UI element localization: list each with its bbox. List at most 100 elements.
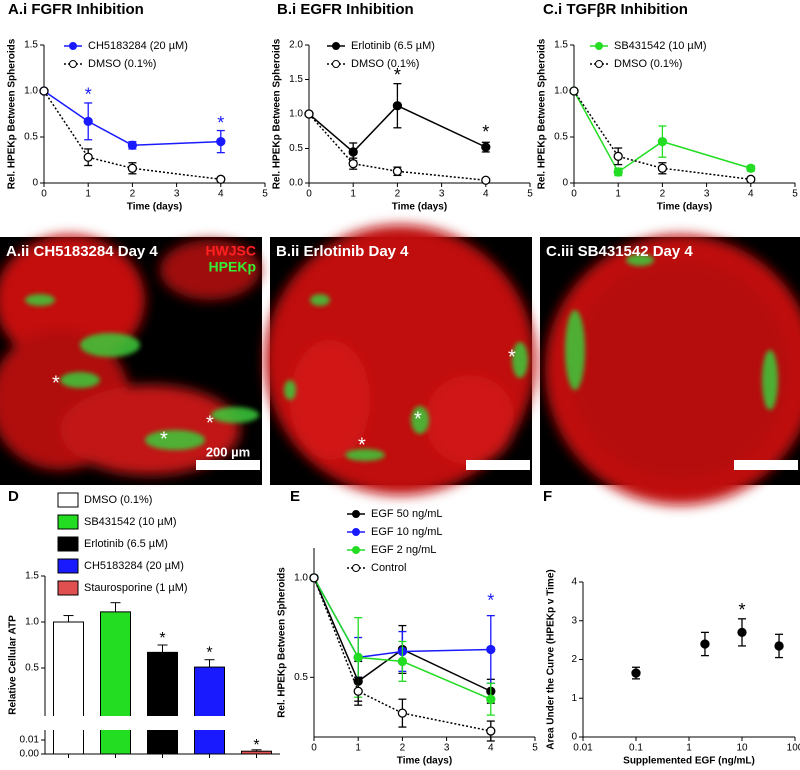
x-tick-label: 2	[130, 189, 136, 200]
bar	[147, 651, 178, 755]
data-point	[127, 163, 138, 173]
y-tick-label: 1.0	[25, 617, 39, 628]
legend-swatch	[57, 558, 79, 574]
y-tick-label: 4	[571, 577, 577, 588]
micrograph-c: C.iii SB431542 Day 4	[540, 235, 800, 505]
data-point	[737, 627, 747, 638]
x-tick-label: 1	[615, 189, 621, 200]
x-axis-label: Time (days)	[657, 202, 712, 213]
y-tick-label: 0.5	[554, 132, 568, 143]
x-tick-label: 4	[748, 189, 754, 200]
data-point	[486, 726, 496, 736]
x-axis-label: Time (days)	[397, 756, 452, 767]
y-tick-label: 1.5	[24, 40, 38, 51]
x-tick-label: 10	[736, 743, 748, 754]
data-point	[746, 163, 756, 173]
y-tick-label: 1.0	[294, 572, 308, 583]
image-label: C.iii SB431542 Day 4	[546, 243, 693, 260]
x-tick-label: 4	[218, 189, 224, 200]
chart-title: F	[543, 488, 552, 505]
data-point	[700, 639, 710, 649]
legend-label: EGF 10 ng/mL	[371, 526, 443, 538]
y-axis-label: Relative Cellular ATP	[8, 615, 19, 715]
data-point	[83, 152, 93, 162]
annotation: *	[159, 630, 165, 647]
x-tick-label: 1	[355, 743, 361, 754]
legend-label: SB431542 (10 µM)	[84, 516, 177, 528]
bar	[194, 666, 225, 755]
series-line	[43, 90, 221, 181]
x-tick-label: 4	[483, 189, 489, 200]
legend-label: Control	[371, 562, 406, 574]
data-point	[486, 694, 496, 704]
y-tick-label: 1.0	[24, 86, 38, 97]
x-tick-label: 2	[660, 189, 666, 200]
y-tick-label: 1.5	[25, 571, 39, 582]
data-point	[657, 136, 668, 147]
x-tick-label: 5	[792, 189, 798, 200]
legend-marker	[352, 564, 360, 572]
image-label: B.ii Erlotinib Day 4	[276, 243, 409, 260]
micrograph-b: B.ii Erlotinib Day 4 * * *	[265, 225, 535, 495]
legend-marker	[332, 42, 340, 50]
data-point	[569, 86, 579, 96]
data-point	[309, 573, 319, 583]
annotation: *	[217, 113, 224, 133]
legend-label: Erlotinib (6.5 µM)	[351, 40, 435, 52]
data-point	[304, 109, 314, 119]
y-tick-label: 0.5	[24, 132, 38, 143]
legend-marker	[595, 42, 603, 50]
scale-bar	[734, 460, 798, 470]
series-line	[313, 577, 492, 692]
x-tick-label: 1	[350, 189, 356, 200]
scale-label: 200 µm	[206, 444, 250, 459]
legend-marker	[352, 546, 360, 554]
marker: *	[52, 372, 60, 394]
data-point	[613, 151, 623, 161]
scale-bar	[466, 460, 530, 470]
data-point	[397, 656, 408, 667]
annotation: *	[253, 737, 259, 754]
legend-label: SB431542 (10 µM)	[614, 40, 707, 52]
data-point	[348, 159, 358, 169]
x-tick-label: 100	[787, 743, 800, 754]
annotation: *	[738, 600, 745, 620]
data-point	[486, 644, 496, 655]
data-point	[631, 668, 641, 678]
axis-break	[39, 716, 282, 730]
x-tick-label: 3	[439, 189, 445, 200]
micrograph-a: A.ii CH5183284 Day 4 HWJSC HPEKp * * * 2…	[0, 235, 262, 485]
data-point	[392, 101, 403, 111]
chart-title: B.i EGFR Inhibition	[277, 1, 414, 18]
data-point	[348, 147, 358, 157]
y-axis-label: Area Under the Curve (HPEKp v Time)	[546, 569, 557, 749]
x-tick-label: 1	[686, 743, 692, 754]
y-axis-label: Rel. HPEKp Between Spheroids	[7, 38, 18, 189]
chart-title: D	[8, 488, 19, 505]
data-point	[746, 174, 756, 184]
x-tick-label: 0	[306, 189, 312, 200]
y-axis-label: Rel. HPEKp Between Spheroids	[277, 567, 288, 718]
y-tick-label: 0	[562, 178, 568, 189]
x-axis-label: Time (days)	[392, 202, 447, 213]
bar	[100, 611, 131, 755]
annotation: *	[394, 65, 401, 85]
legend-marker	[352, 528, 360, 536]
legend-label: CH5183284 (20 µM)	[84, 560, 184, 572]
legend-label: DMSO (0.1%)	[614, 58, 682, 70]
x-tick-label: 1	[85, 189, 91, 200]
annotation: *	[487, 590, 494, 610]
legend-marker	[595, 60, 603, 68]
annotation: *	[482, 122, 489, 142]
x-axis-label: Time (days)	[127, 202, 182, 213]
legend-marker	[352, 510, 360, 518]
series-line	[313, 577, 491, 732]
legend-swatch	[57, 536, 79, 552]
y-tick-label: 1.0	[554, 86, 568, 97]
x-tick-label: 0	[311, 743, 317, 754]
y-tick-label: 0	[32, 178, 38, 189]
data-point	[392, 166, 403, 176]
annotation: *	[206, 644, 212, 661]
chart-title: E	[290, 488, 300, 505]
channel-label: HWJSC	[205, 243, 256, 259]
